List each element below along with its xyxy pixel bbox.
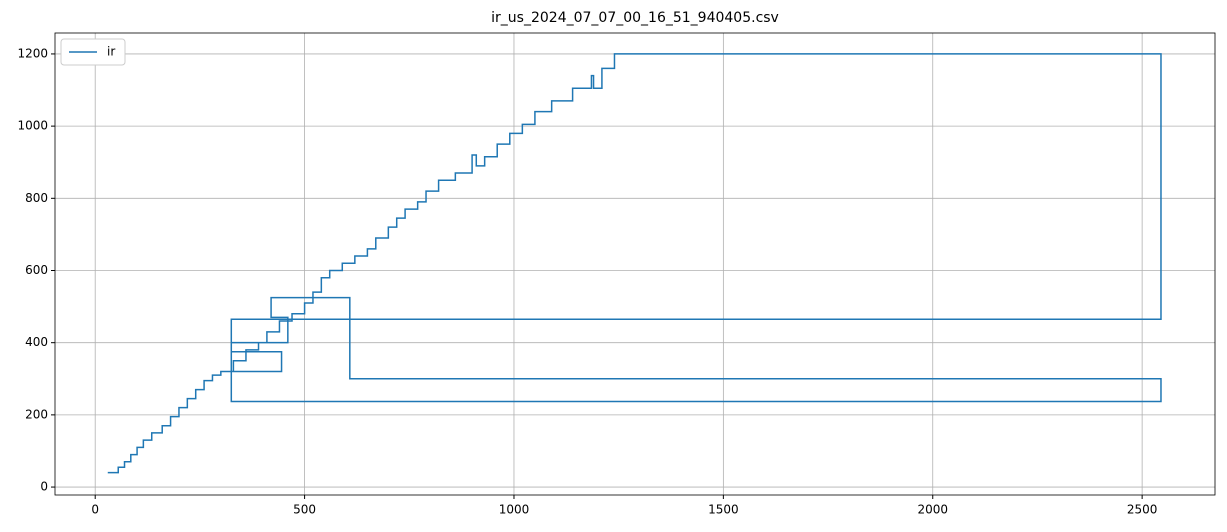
x-tick-label: 500: [293, 503, 316, 517]
x-tick-label: 0: [91, 503, 99, 517]
chart-title: ir_us_2024_07_07_00_16_51_940405.csv: [491, 10, 779, 26]
y-tick-label: 800: [25, 191, 48, 205]
x-tick-label: 1000: [499, 503, 530, 517]
y-tick-label: 200: [25, 407, 48, 421]
y-tick-label: 1000: [17, 119, 48, 133]
x-tick-label: 2000: [917, 503, 948, 517]
y-tick-label: 0: [40, 480, 48, 494]
x-tick-label: 2500: [1127, 503, 1158, 517]
legend-label: ir: [107, 45, 115, 59]
series-line: [107, 53, 1162, 474]
plot-frame: [54, 32, 1216, 496]
x-tick-label: 1500: [708, 503, 739, 517]
y-tick-label: 1200: [17, 46, 48, 60]
y-tick-label: 400: [25, 335, 48, 349]
y-tick-label: 600: [25, 263, 48, 277]
